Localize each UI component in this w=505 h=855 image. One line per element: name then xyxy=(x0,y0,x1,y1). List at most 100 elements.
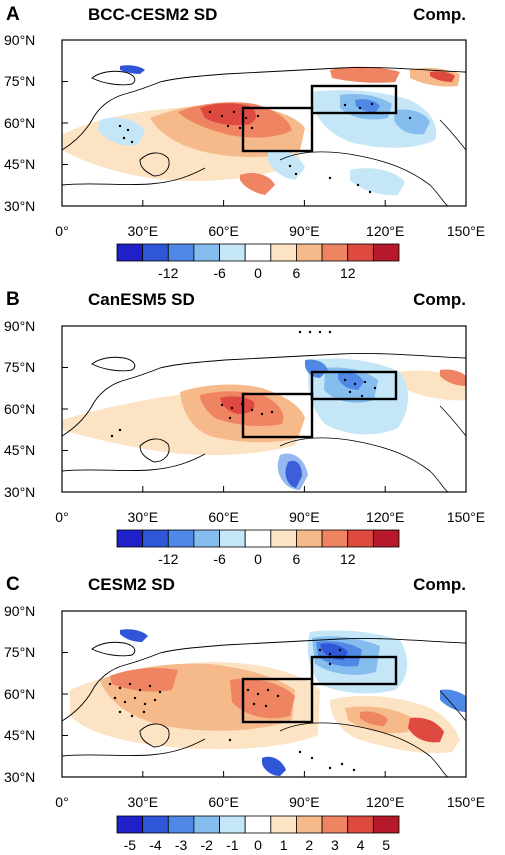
region-box xyxy=(241,392,314,439)
x-tick-label: 120°E xyxy=(366,509,404,525)
x-tick-label: 120°E xyxy=(366,223,404,239)
colorbar-tick-label: -12 xyxy=(158,551,178,567)
x-tick-label: 90°E xyxy=(289,223,320,239)
y-tick-label: 30°N xyxy=(4,484,35,500)
x-tick-label: 60°E xyxy=(208,509,239,525)
colorbar-swatch xyxy=(372,529,400,548)
panel-tag: Comp. xyxy=(413,5,466,24)
colorbar-tick-label: 1 xyxy=(280,837,288,853)
x-tick-label: 30°E xyxy=(128,223,159,239)
colorbar-tick-label: 5 xyxy=(382,837,390,853)
colorbar-swatch xyxy=(116,815,144,834)
colorbar-swatch xyxy=(270,529,297,548)
y-tick-label: 45°N xyxy=(4,442,35,458)
colorbar-swatch xyxy=(193,243,220,262)
colorbar-swatch xyxy=(321,815,349,834)
region-boxes xyxy=(241,84,398,153)
colorbar-swatch xyxy=(347,243,374,262)
panel-letter: A xyxy=(6,4,20,25)
colorbar-tick-label: -1 xyxy=(226,837,239,853)
y-tick-label: 90°N xyxy=(4,32,35,48)
panel-title: BCC-CESM2 SD xyxy=(88,5,217,24)
y-tick-label: 45°N xyxy=(4,156,35,172)
colorbar-tick-label: -4 xyxy=(149,837,162,853)
y-tick-labels: 90°N 75°N 60°N 45°N 30°N xyxy=(4,318,35,500)
x-tick-label: 150°E xyxy=(447,794,485,810)
colorbar-swatch xyxy=(296,529,323,548)
colorbar-swatch xyxy=(296,815,323,834)
colorbar-swatch xyxy=(372,243,400,262)
colorbar-swatch xyxy=(193,815,220,834)
y-tick-label: 60°N xyxy=(4,686,35,702)
colorbar-swatch xyxy=(244,243,272,262)
colorbar: -12 -6 0 6 12 xyxy=(116,243,400,281)
colorbar-swatch xyxy=(244,815,272,834)
colorbar-tick-label: 2 xyxy=(305,837,313,853)
x-tick-labels: 0° 30°E 60°E 90°E 120°E 150°E xyxy=(55,509,485,525)
colorbar-swatch xyxy=(219,529,246,548)
colorbar-swatch xyxy=(219,815,246,834)
colorbar-swatch xyxy=(167,243,195,262)
x-tick-label: 90°E xyxy=(289,509,320,525)
x-tick-labels: 0° 30°E 60°E 90°E 120°E 150°E xyxy=(55,794,485,810)
colorbar-tick-label: 0 xyxy=(254,837,262,853)
panel-letter: C xyxy=(6,574,20,595)
x-tick-label: 30°E xyxy=(128,509,159,525)
colorbar-swatch xyxy=(142,243,169,262)
colorbar-swatch xyxy=(116,529,144,548)
colorbar: -12 -6 0 6 12 xyxy=(116,529,400,567)
panel-title: CESM2 SD xyxy=(88,575,175,594)
colorbar-tick-label: -6 xyxy=(213,265,226,281)
map-field xyxy=(62,326,466,492)
colorbar-swatch xyxy=(347,529,374,548)
y-tick-label: 30°N xyxy=(4,198,35,214)
colorbar-tick-label: 0 xyxy=(254,551,262,567)
colorbar-swatch xyxy=(296,243,323,262)
panel-title: CanESM5 SD xyxy=(88,290,195,309)
x-tick-label: 90°E xyxy=(289,794,320,810)
y-tick-label: 45°N xyxy=(4,727,35,743)
x-tick-label: 60°E xyxy=(208,794,239,810)
panel-letter: B xyxy=(6,289,20,310)
x-tick-label: 150°E xyxy=(447,223,485,239)
y-tick-label: 30°N xyxy=(4,769,35,785)
panel-tag: Comp. xyxy=(413,575,466,594)
colorbar-swatch xyxy=(372,815,400,834)
colorbar-swatch xyxy=(167,529,195,548)
region-box xyxy=(241,106,314,153)
region-box xyxy=(310,370,398,401)
colorbar-swatch xyxy=(321,529,349,548)
colorbar-swatch xyxy=(142,529,169,548)
y-tick-label: 90°N xyxy=(4,603,35,619)
y-tick-label: 75°N xyxy=(4,644,35,660)
panel-a: A BCC-CESM2 SD Comp. xyxy=(4,4,485,281)
region-box xyxy=(310,655,398,686)
y-tick-label: 75°N xyxy=(4,73,35,89)
y-tick-labels: 90°N 75°N 60°N 45°N 30°N xyxy=(4,32,35,214)
colorbar-tick-label: 3 xyxy=(331,837,339,853)
colorbar-tick-label: 6 xyxy=(293,551,301,567)
colorbar-swatch xyxy=(321,243,349,262)
x-tick-label: 30°E xyxy=(128,794,159,810)
y-tick-label: 60°N xyxy=(4,115,35,131)
y-tick-label: 90°N xyxy=(4,318,35,334)
region-box xyxy=(241,677,314,724)
x-tick-label: 0° xyxy=(55,223,68,239)
colorbar-tick-label: -5 xyxy=(124,837,137,853)
colorbar-swatch xyxy=(244,529,272,548)
colorbar-tick-label: -6 xyxy=(213,551,226,567)
x-tick-label: 60°E xyxy=(208,223,239,239)
x-tick-label: 0° xyxy=(55,794,68,810)
colorbar-tick-label: 0 xyxy=(254,265,262,281)
panel-tag: Comp. xyxy=(413,290,466,309)
colorbar-swatch xyxy=(167,815,195,834)
colorbar-tick-label: 4 xyxy=(357,837,365,853)
x-tick-label: 120°E xyxy=(366,794,404,810)
colorbar-tick-label: -12 xyxy=(158,265,178,281)
panel-b: B CanESM5 SD Comp. xyxy=(4,289,485,567)
x-tick-labels: 0° 30°E 60°E 90°E 120°E 150°E xyxy=(55,223,485,239)
region-boxes xyxy=(241,370,398,439)
map-field xyxy=(62,40,466,206)
y-tick-label: 75°N xyxy=(4,359,35,375)
